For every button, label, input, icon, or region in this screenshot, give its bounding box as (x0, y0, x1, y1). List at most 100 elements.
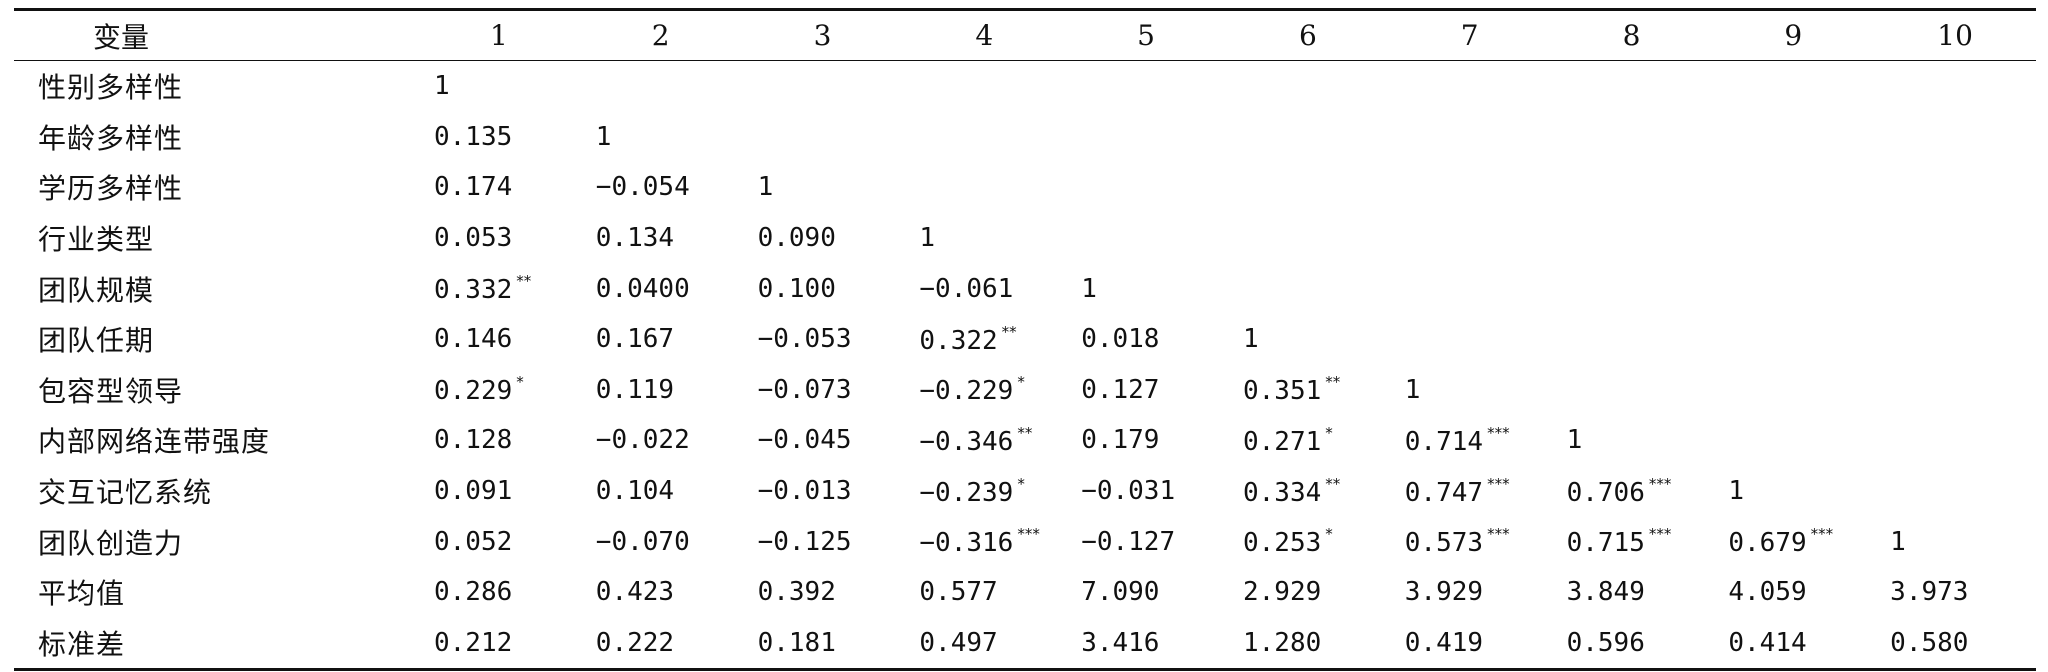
table-cell: −0.070 (580, 516, 742, 567)
table-cell (1874, 213, 2036, 264)
cell-value: 0.167 (595, 324, 675, 355)
table-cell: 0.573 *** (1389, 516, 1551, 567)
row-label: 包容型领导 (38, 374, 184, 408)
significance-marker: *** (1810, 525, 1834, 544)
row-label: 性别多样性 (38, 71, 184, 105)
significance-marker: *** (1017, 525, 1040, 544)
cell-value: 0.127 (1081, 374, 1160, 405)
cell-value: 0.135 (434, 121, 513, 152)
cell-value: −0.031 (1081, 476, 1176, 507)
table-cell: 0.332 ** (418, 263, 580, 314)
cell-value: 0.052 (434, 526, 513, 557)
table-cell: 0.334 ** (1227, 466, 1389, 517)
significance-marker: *** (1487, 423, 1510, 442)
table-cell: 1 (1227, 314, 1389, 365)
table-cell: −0.022 (580, 415, 742, 466)
table-cell (1874, 415, 2036, 466)
cell-value: 0.679 (1728, 528, 1807, 559)
table-row: 行业类型 0.053 0.134 0.090 1 (14, 213, 2036, 264)
table-cell: −0.127 (1065, 516, 1227, 567)
header-col-5: 5 (1137, 19, 1155, 52)
table-cell: 1 (1551, 415, 1713, 466)
cell-value: 0.104 (595, 476, 675, 507)
table-row: 标准差 0.212 0.222 0.181 0.497 3.416 1.280 0.419 0.… (14, 618, 2036, 670)
cell-value: 0.090 (757, 223, 836, 254)
table-cell: 0.271 * (1227, 415, 1389, 466)
table-cell: −0.054 (580, 162, 742, 213)
cell-value: −0.125 (757, 526, 852, 557)
row-label: 学历多样性 (38, 172, 184, 206)
table-cell: 1.280 (1227, 618, 1389, 670)
table-cell: 0.414 (1712, 618, 1874, 670)
significance-marker: * (1017, 474, 1025, 493)
table-row: 学历多样性 0.174 −0.054 1 (14, 162, 2036, 213)
table-row: 团队创造力 0.052 −0.070 −0.125 −0.316 *** −0.127 0.2… (14, 516, 2036, 567)
table-cell: 3.416 (1065, 618, 1227, 670)
cell-value: 0.053 (434, 223, 513, 254)
table-cell: 1 (903, 213, 1065, 264)
table-cell: 0.419 (1389, 618, 1551, 670)
significance-marker: ** (1001, 322, 1017, 341)
table-cell: 0.580 (1874, 618, 2036, 670)
table-cell (1389, 314, 1551, 365)
header-col-4: 4 (975, 19, 994, 52)
table-cell (1389, 263, 1551, 314)
header-col-1: 1 (489, 19, 508, 52)
table-cell: 0.423 (580, 567, 742, 618)
table-cell: 0.174 (418, 162, 580, 213)
cell-value: 0.414 (1728, 627, 1807, 658)
header-col-6: 6 (1298, 19, 1317, 52)
table-cell (1065, 112, 1227, 163)
table-cell: 0.497 (903, 618, 1065, 670)
table-cell: 1 (1065, 263, 1227, 314)
cell-value: 3.973 (1890, 577, 1969, 608)
cell-value: 0.174 (434, 172, 513, 203)
table-cell: −0.013 (742, 466, 904, 517)
cell-value: 1 (1728, 476, 1745, 507)
table-cell: 1 (418, 61, 580, 112)
table-row: 包容型领导 0.229 * 0.119 −0.073 −0.229 * 0.127 0.351 *… (14, 365, 2036, 416)
table-row: 年龄多样性 0.135 1 (14, 112, 2036, 163)
table-cell (1227, 213, 1389, 264)
significance-marker: *** (1487, 474, 1510, 493)
row-label: 团队规模 (38, 273, 155, 307)
cell-value: 1.280 (1242, 627, 1322, 658)
table-row: 内部网络连带强度 0.128 −0.022 −0.045 −0.346 ** 0.179 0.… (14, 415, 2036, 466)
table-cell: 0.596 (1551, 618, 1713, 670)
cell-value: 0.580 (1890, 627, 1969, 658)
significance-marker: * (516, 373, 524, 392)
cell-value: −0.070 (595, 526, 690, 557)
cell-value: 0.146 (434, 324, 513, 355)
table-cell: −0.239 * (903, 466, 1065, 517)
cell-value: −0.229 (919, 376, 1014, 407)
table-cell (1874, 162, 2036, 213)
table-cell: 0.134 (580, 213, 742, 264)
table-cell (1874, 112, 2036, 163)
cell-value: 0.128 (434, 425, 513, 456)
table-cell: 7.090 (1065, 567, 1227, 618)
cell-value: 7.090 (1081, 577, 1160, 608)
table-cell (1712, 112, 1874, 163)
cell-value: 0.253 (1242, 528, 1322, 559)
table-cell: 0.253 * (1227, 516, 1389, 567)
table-cell: 1 (742, 162, 904, 213)
table-cell (1065, 213, 1227, 264)
table-cell (1551, 162, 1713, 213)
table-cell (1389, 162, 1551, 213)
table-cell (1712, 365, 1874, 416)
cell-value: 1 (1890, 526, 1906, 557)
cell-value: 0.181 (757, 627, 836, 658)
cell-value: 0.179 (1081, 425, 1160, 456)
cell-value: 3.929 (1404, 577, 1484, 608)
table-cell (1551, 263, 1713, 314)
cell-value: 1 (919, 223, 936, 254)
table-cell (1874, 263, 2036, 314)
table-row: 性别多样性 1 (14, 61, 2036, 112)
significance-marker: ** (516, 272, 532, 291)
cell-value: −0.045 (757, 425, 852, 456)
row-label: 内部网络连带强度 (38, 425, 271, 459)
table-cell: −0.229 * (903, 365, 1065, 416)
table-cell: 1 (1874, 516, 2036, 567)
table-cell (1551, 365, 1713, 416)
table-cell: 0.706 *** (1551, 466, 1713, 517)
